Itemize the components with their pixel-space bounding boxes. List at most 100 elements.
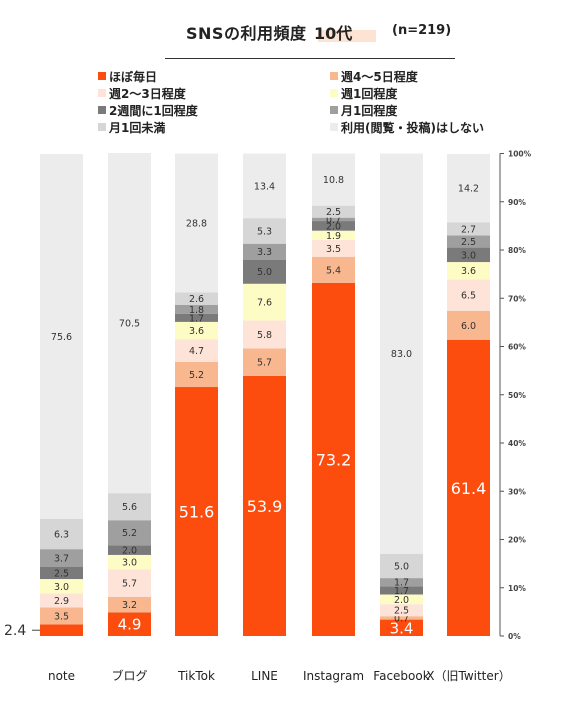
- data-label: 3.3: [257, 247, 272, 258]
- bar-segment: [380, 619, 423, 636]
- data-label: 28.8: [186, 218, 207, 229]
- bar-segment: [447, 262, 490, 280]
- bar-segment: [108, 153, 151, 494]
- bar-segment: [40, 567, 83, 580]
- bar-segment: [312, 221, 355, 231]
- data-label: 3.5: [54, 611, 69, 622]
- bar-segment: [40, 624, 83, 636]
- data-label: 13.4: [254, 181, 275, 192]
- bar-segment: [447, 222, 490, 236]
- x-tick-label: note: [48, 669, 75, 683]
- legend-label: 週4～5日程度: [341, 70, 418, 84]
- bar-segment: [108, 596, 151, 613]
- bar-segment: [40, 549, 83, 568]
- data-label: 1.7: [394, 578, 409, 589]
- data-label: 3.6: [461, 266, 476, 277]
- bar-segment: [108, 554, 151, 570]
- data-label: 6.5: [461, 291, 476, 302]
- bar-segment: [380, 586, 423, 595]
- bar-segment: [175, 305, 218, 314]
- y-tick-label: 0%: [508, 632, 521, 641]
- data-label: 70.5: [119, 319, 140, 330]
- data-label: 5.3: [257, 226, 272, 237]
- x-tick-label: ブログ: [111, 668, 147, 683]
- x-tick-label: TikTok: [177, 669, 215, 683]
- data-label: 2.7: [461, 225, 476, 236]
- bar-segment: [175, 339, 218, 362]
- bar-segment: [380, 604, 423, 617]
- bar-segment: [447, 339, 490, 636]
- data-label: 2.6: [189, 294, 204, 305]
- data-label: 5.7: [257, 358, 272, 369]
- legend-swatch: [330, 106, 338, 114]
- data-label: 6.3: [54, 529, 69, 540]
- bar-segment: [312, 217, 355, 222]
- bar-segment: [312, 282, 355, 636]
- legend-label: 週2～3日程度: [109, 87, 186, 101]
- data-label: 3.0: [461, 250, 476, 261]
- bar-segment: [243, 320, 286, 349]
- bar-segment: [40, 607, 83, 625]
- legend-item: ほぼ毎日: [98, 70, 157, 84]
- bar-segment: [312, 239, 355, 257]
- y-tick-label: 100%: [508, 150, 532, 159]
- data-label: 2.5: [54, 569, 69, 580]
- x-tick-label: Facebook: [373, 669, 429, 683]
- legend-item: 利用(閲覧・投稿)はしない: [330, 121, 484, 135]
- bar-segment: [108, 569, 151, 597]
- bar-segment: [312, 205, 355, 218]
- legend-item: 2週間に1回程度: [98, 104, 198, 118]
- bar-segment: [243, 153, 286, 219]
- data-label: 3.5: [326, 244, 341, 255]
- data-label: 6.0: [461, 321, 476, 332]
- legend-swatch: [98, 106, 106, 114]
- x-tick-label: LINE: [251, 669, 278, 683]
- y-tick-label: 70%: [508, 294, 526, 303]
- bar-segment: [175, 387, 218, 636]
- bar-segment: [380, 578, 423, 587]
- data-label: 1.7: [394, 586, 409, 597]
- chart-title-age-band: 10代: [314, 24, 353, 43]
- data-label: 3.2: [122, 600, 137, 611]
- legend-item: 週4～5日程度: [330, 70, 418, 84]
- bar-segment: [447, 247, 490, 263]
- data-label: 0.7: [394, 613, 409, 624]
- title-underline: [165, 58, 455, 59]
- data-label: 14.2: [458, 184, 479, 195]
- legend-label: 週1回程度: [341, 87, 398, 101]
- legend-swatch: [98, 72, 106, 80]
- data-label: 2.0: [326, 221, 341, 232]
- title-highlight: [318, 30, 376, 42]
- data-label: 0.7: [326, 215, 341, 226]
- y-tick-label: 60%: [508, 343, 526, 352]
- bar-segment: [108, 493, 151, 521]
- data-label: 51.6: [179, 503, 215, 522]
- bar-segment: [243, 348, 286, 376]
- data-label: 2.0: [122, 546, 137, 557]
- data-label: 2.0: [394, 595, 409, 606]
- data-label: 2.5: [461, 237, 476, 248]
- legend-swatch: [98, 89, 106, 97]
- bar-segment: [40, 153, 83, 519]
- legend-label: 2週間に1回程度: [109, 104, 198, 118]
- bar-segment: [175, 313, 218, 322]
- y-tick-label: 20%: [508, 536, 526, 545]
- bar-segment: [108, 612, 151, 636]
- data-label: 3.0: [54, 582, 69, 593]
- legend-item: 月1回未満: [98, 121, 165, 135]
- bar-segment: [447, 153, 490, 223]
- data-label: 83.0: [391, 349, 412, 360]
- data-label: 53.9: [247, 497, 283, 516]
- data-label: 73.2: [316, 450, 352, 469]
- data-label: 7.6: [257, 298, 272, 309]
- y-tick-label: 90%: [508, 198, 526, 207]
- data-label: 1.9: [326, 231, 341, 242]
- legend-label: 月1回未満: [109, 121, 166, 135]
- bar-segment: [312, 153, 355, 206]
- data-label: 4.9: [118, 616, 142, 634]
- y-tick-label: 30%: [508, 487, 526, 496]
- bar-segment: [40, 518, 83, 550]
- bar-segment: [108, 520, 151, 546]
- bar-segment: [243, 259, 286, 284]
